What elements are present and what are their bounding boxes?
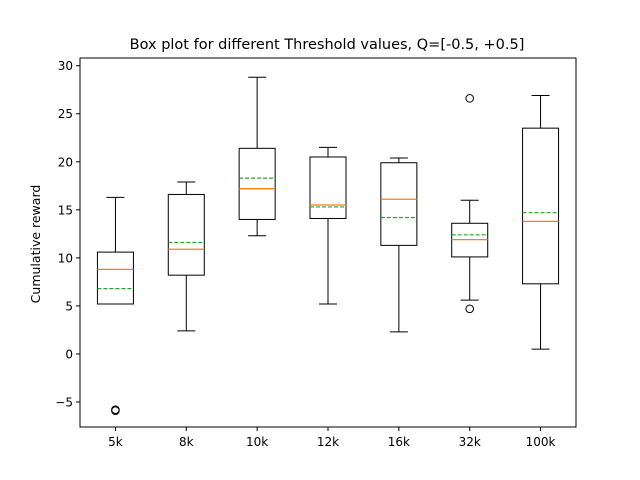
x-tick-label-8k: 8k: [179, 435, 194, 449]
box-100k: [522, 127, 560, 285]
y-tick-label-7: 30: [58, 59, 73, 73]
box-8k: [167, 193, 205, 276]
y-tick-label-4: 15: [58, 203, 73, 217]
box-16k: [380, 162, 418, 246]
box-12k: [309, 156, 347, 219]
y-tick-label-2: 5: [65, 299, 73, 313]
box-5k: [96, 251, 134, 305]
x-tick-label-12k: 12k: [317, 435, 339, 449]
axes-frame: [79, 57, 577, 428]
outlier-32k-1: [465, 304, 475, 314]
chart-title: Box plot for different Threshold values,…: [130, 37, 525, 53]
x-tick-label-32k: 32k: [459, 435, 481, 449]
box-10k: [238, 147, 276, 220]
y-tick-label-0: −5: [55, 396, 73, 410]
y-tick-label-3: 10: [58, 251, 73, 265]
y-tick-label-1: 0: [65, 347, 73, 361]
y-axis-label: Cumulative reward: [28, 185, 43, 304]
y-tick-label-5: 20: [58, 155, 73, 169]
y-tick-label-6: 25: [58, 107, 73, 121]
x-tick-label-10k: 10k: [246, 435, 268, 449]
outlier-5k-1: [111, 406, 120, 415]
x-tick-label-100k: 100k: [526, 435, 556, 449]
plot-area: −5 0 5 10 15 20 25 30 5k 8k 10k 12k 16k 32k 100k: [55, 59, 560, 449]
x-tick-label-16k: 16k: [388, 435, 410, 449]
outlier-32k-0: [465, 94, 475, 103]
x-tick-label-5k: 5k: [108, 435, 123, 449]
